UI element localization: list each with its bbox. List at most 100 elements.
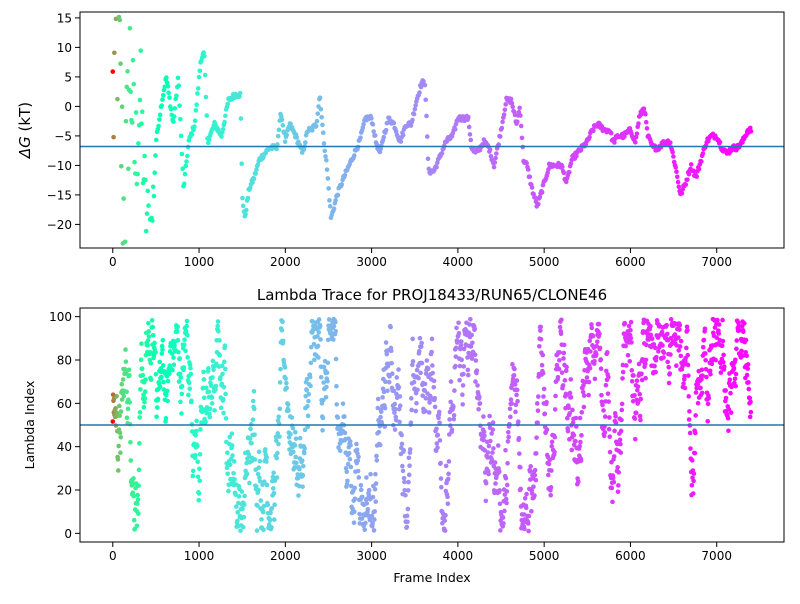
x-tick-label: 3000: [356, 255, 387, 269]
lambda-point: [399, 441, 405, 447]
lambda-point: [302, 427, 308, 433]
lambda-point: [588, 349, 593, 354]
lambda-point: [342, 430, 348, 436]
lambda-point: [727, 377, 733, 383]
lambda-point: [399, 432, 404, 438]
delta-g-point: [545, 170, 550, 176]
lambda-point: [278, 366, 283, 372]
lambda-point: [678, 353, 684, 359]
lambda-point: [364, 475, 369, 480]
lambda-point: [456, 320, 461, 326]
lambda-point: [486, 443, 492, 449]
lambda-point: [469, 356, 475, 361]
delta-g-point: [351, 153, 357, 158]
lambda-point: [127, 421, 133, 427]
lambda-point: [233, 492, 238, 498]
lambda-point: [211, 367, 216, 373]
lambda-point: [193, 432, 198, 438]
lambda-point: [145, 342, 150, 348]
delta-g-point: [633, 140, 638, 145]
lambda-point: [197, 466, 202, 472]
lambda-point: [537, 344, 542, 349]
lambda-point: [699, 390, 705, 396]
lambda-point: [636, 361, 642, 367]
lambda-point: [610, 475, 616, 481]
lambda-point: [247, 436, 253, 441]
lambda-point: [702, 326, 708, 332]
lambda-point: [512, 366, 517, 372]
delta-g-point: [130, 57, 136, 63]
delta-g-point: [239, 161, 244, 167]
delta-g-point: [452, 127, 458, 132]
lambda-point: [234, 504, 239, 509]
delta-g-point: [139, 121, 144, 126]
lambda-point: [367, 517, 373, 523]
lambda-point: [603, 382, 609, 388]
lambda-point: [263, 447, 268, 452]
lambda-point: [505, 461, 510, 466]
lambda-point: [221, 384, 227, 390]
lambda-point: [290, 426, 296, 431]
lambda-point: [491, 446, 496, 451]
lambda-point: [461, 364, 467, 369]
lambda-point: [182, 337, 187, 343]
lambda-point: [451, 413, 457, 418]
lambda-point: [580, 389, 586, 395]
lambda-point: [299, 458, 305, 463]
lambda-point: [218, 375, 223, 380]
lambda-point: [277, 406, 283, 412]
lambda-point: [562, 378, 568, 383]
delta-g-point: [670, 149, 675, 155]
lambda-point: [454, 325, 459, 331]
lambda-point: [196, 497, 202, 503]
lambda-point: [396, 384, 402, 390]
lambda-point: [561, 350, 567, 356]
lambda-point: [595, 339, 600, 345]
lambda-point: [178, 399, 183, 405]
lambda-point: [699, 376, 704, 382]
lambda-point: [392, 427, 398, 432]
delta-g-point: [122, 239, 128, 245]
lambda-point: [374, 458, 380, 463]
delta-g-point: [189, 132, 195, 137]
delta-g-point: [531, 191, 536, 197]
lambda-point: [518, 465, 523, 470]
y-tick-label: 0: [64, 527, 72, 541]
delta-g-point: [320, 130, 326, 136]
lambda-point: [318, 337, 323, 342]
lambda-point: [331, 323, 337, 329]
lambda-point: [231, 470, 236, 476]
delta-g-point: [673, 165, 679, 170]
delta-g-point: [643, 111, 648, 117]
lambda-point: [594, 343, 599, 349]
lambda-point: [271, 490, 277, 496]
lambda-point: [389, 360, 394, 366]
lambda-trace-x-ticks: 0 1000 2000 3000 4000 5000 6000 7000: [109, 542, 732, 563]
lambda-point: [189, 398, 194, 404]
delta-g-point: [134, 181, 140, 187]
lambda-point: [167, 371, 172, 377]
delta-g-point: [111, 134, 116, 140]
lambda-point: [544, 399, 549, 405]
lambda-point: [213, 387, 218, 392]
lambda-point: [559, 317, 564, 323]
lambda-point: [165, 398, 170, 404]
lambda-point: [184, 318, 190, 324]
delta-g-point: [411, 111, 417, 117]
lambda-point: [203, 419, 208, 425]
lambda-point: [573, 438, 578, 444]
lambda-point: [225, 471, 230, 477]
lambda-point: [283, 376, 288, 381]
lambda-point: [628, 319, 634, 325]
lambda-point: [453, 345, 459, 351]
lambda-point: [209, 401, 215, 406]
lambda-point: [435, 445, 440, 450]
lambda-point: [354, 447, 360, 453]
delta-g-point: [321, 141, 327, 146]
lambda-point: [610, 499, 615, 505]
lambda-point: [188, 365, 193, 371]
lambda-point: [401, 475, 407, 481]
lambda-point: [733, 357, 738, 363]
lambda-point: [231, 459, 237, 464]
delta-g-point: [370, 122, 376, 127]
